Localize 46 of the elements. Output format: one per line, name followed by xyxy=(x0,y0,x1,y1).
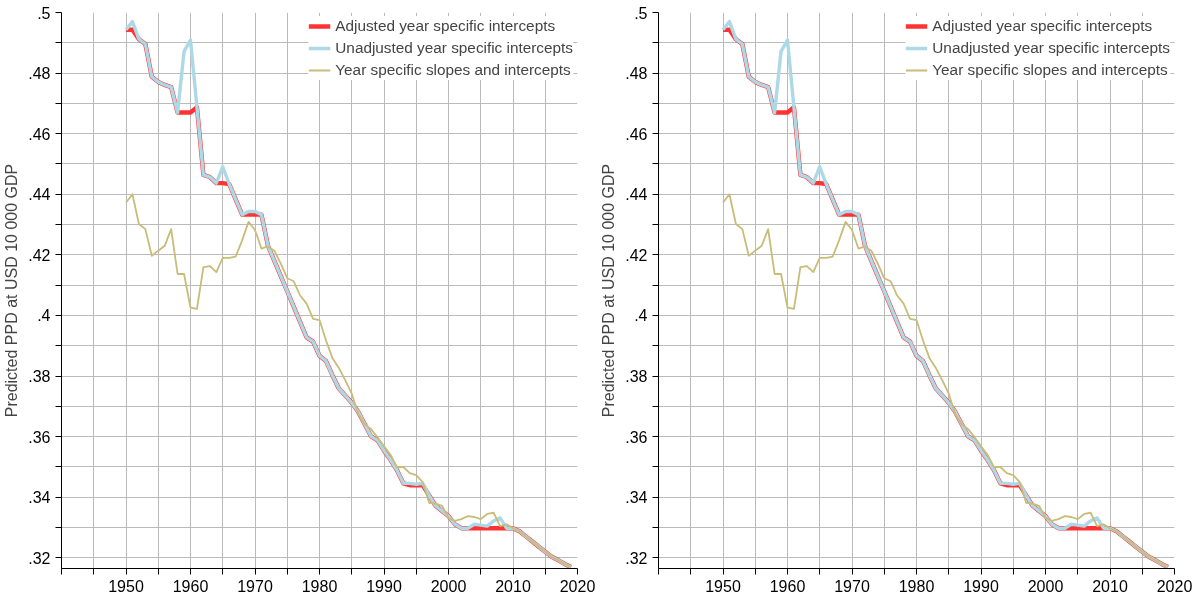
y-tick-label: .42 xyxy=(625,246,648,264)
legend-label: Adjusted year specific intercepts xyxy=(335,17,556,35)
y-tick-label: .36 xyxy=(28,428,51,446)
x-tick-label: 2010 xyxy=(1092,577,1128,594)
y-tick-label: .46 xyxy=(625,125,648,143)
y-tick-label: .44 xyxy=(28,186,51,204)
legend-label: Year specific slopes and intercepts xyxy=(932,61,1168,79)
y-tick-label: .4 xyxy=(634,307,648,325)
y-tick-label: .4 xyxy=(37,307,51,325)
x-tick-label: 1990 xyxy=(366,577,402,594)
y-tick-label: .42 xyxy=(28,246,51,264)
y-axis-title: Predicted PPD at USD 10 000 GDP xyxy=(600,163,618,418)
x-tick-label: 1990 xyxy=(963,577,999,594)
x-tick-label: 1960 xyxy=(769,577,806,594)
x-tick-label: 2000 xyxy=(430,577,467,594)
x-tick-label: 1950 xyxy=(108,577,144,594)
legend-label: Year specific slopes and intercepts xyxy=(335,61,571,79)
x-tick-label: 1980 xyxy=(301,577,338,594)
y-tick-label: .32 xyxy=(625,549,648,567)
x-tick-label: 1950 xyxy=(705,577,741,594)
line-series xyxy=(125,193,572,568)
y-tick-label: .5 xyxy=(634,4,648,22)
y-tick-label: .34 xyxy=(625,489,648,507)
legend-label: Unadjusted year specific intercepts xyxy=(932,39,1170,57)
x-tick-label: 2000 xyxy=(1027,577,1064,594)
y-tick-label: .44 xyxy=(625,186,648,204)
y-axis-title: Predicted PPD at USD 10 000 GDP xyxy=(3,163,21,418)
y-tick-label: .38 xyxy=(28,368,51,386)
y-tick-label: .48 xyxy=(625,65,648,83)
x-tick-label: 1970 xyxy=(834,577,870,594)
x-tick-label: 1960 xyxy=(172,577,209,594)
x-tick-label: 1980 xyxy=(898,577,935,594)
legend-label: Adjusted year specific intercepts xyxy=(932,17,1153,35)
x-tick-label: 1970 xyxy=(237,577,273,594)
legend-label: Unadjusted year specific intercepts xyxy=(335,39,573,57)
y-tick-label: .48 xyxy=(28,65,51,83)
line-series xyxy=(722,193,1169,568)
x-tick-label: 2010 xyxy=(495,577,531,594)
y-tick-label: .34 xyxy=(28,489,51,507)
y-tick-label: .32 xyxy=(28,549,51,567)
x-tick-label: 2020 xyxy=(1156,577,1193,594)
y-tick-label: .46 xyxy=(28,125,51,143)
x-tick-label: 2020 xyxy=(559,577,596,594)
y-tick-label: .5 xyxy=(37,4,51,22)
y-tick-label: .36 xyxy=(625,428,648,446)
y-tick-label: .38 xyxy=(625,368,648,386)
